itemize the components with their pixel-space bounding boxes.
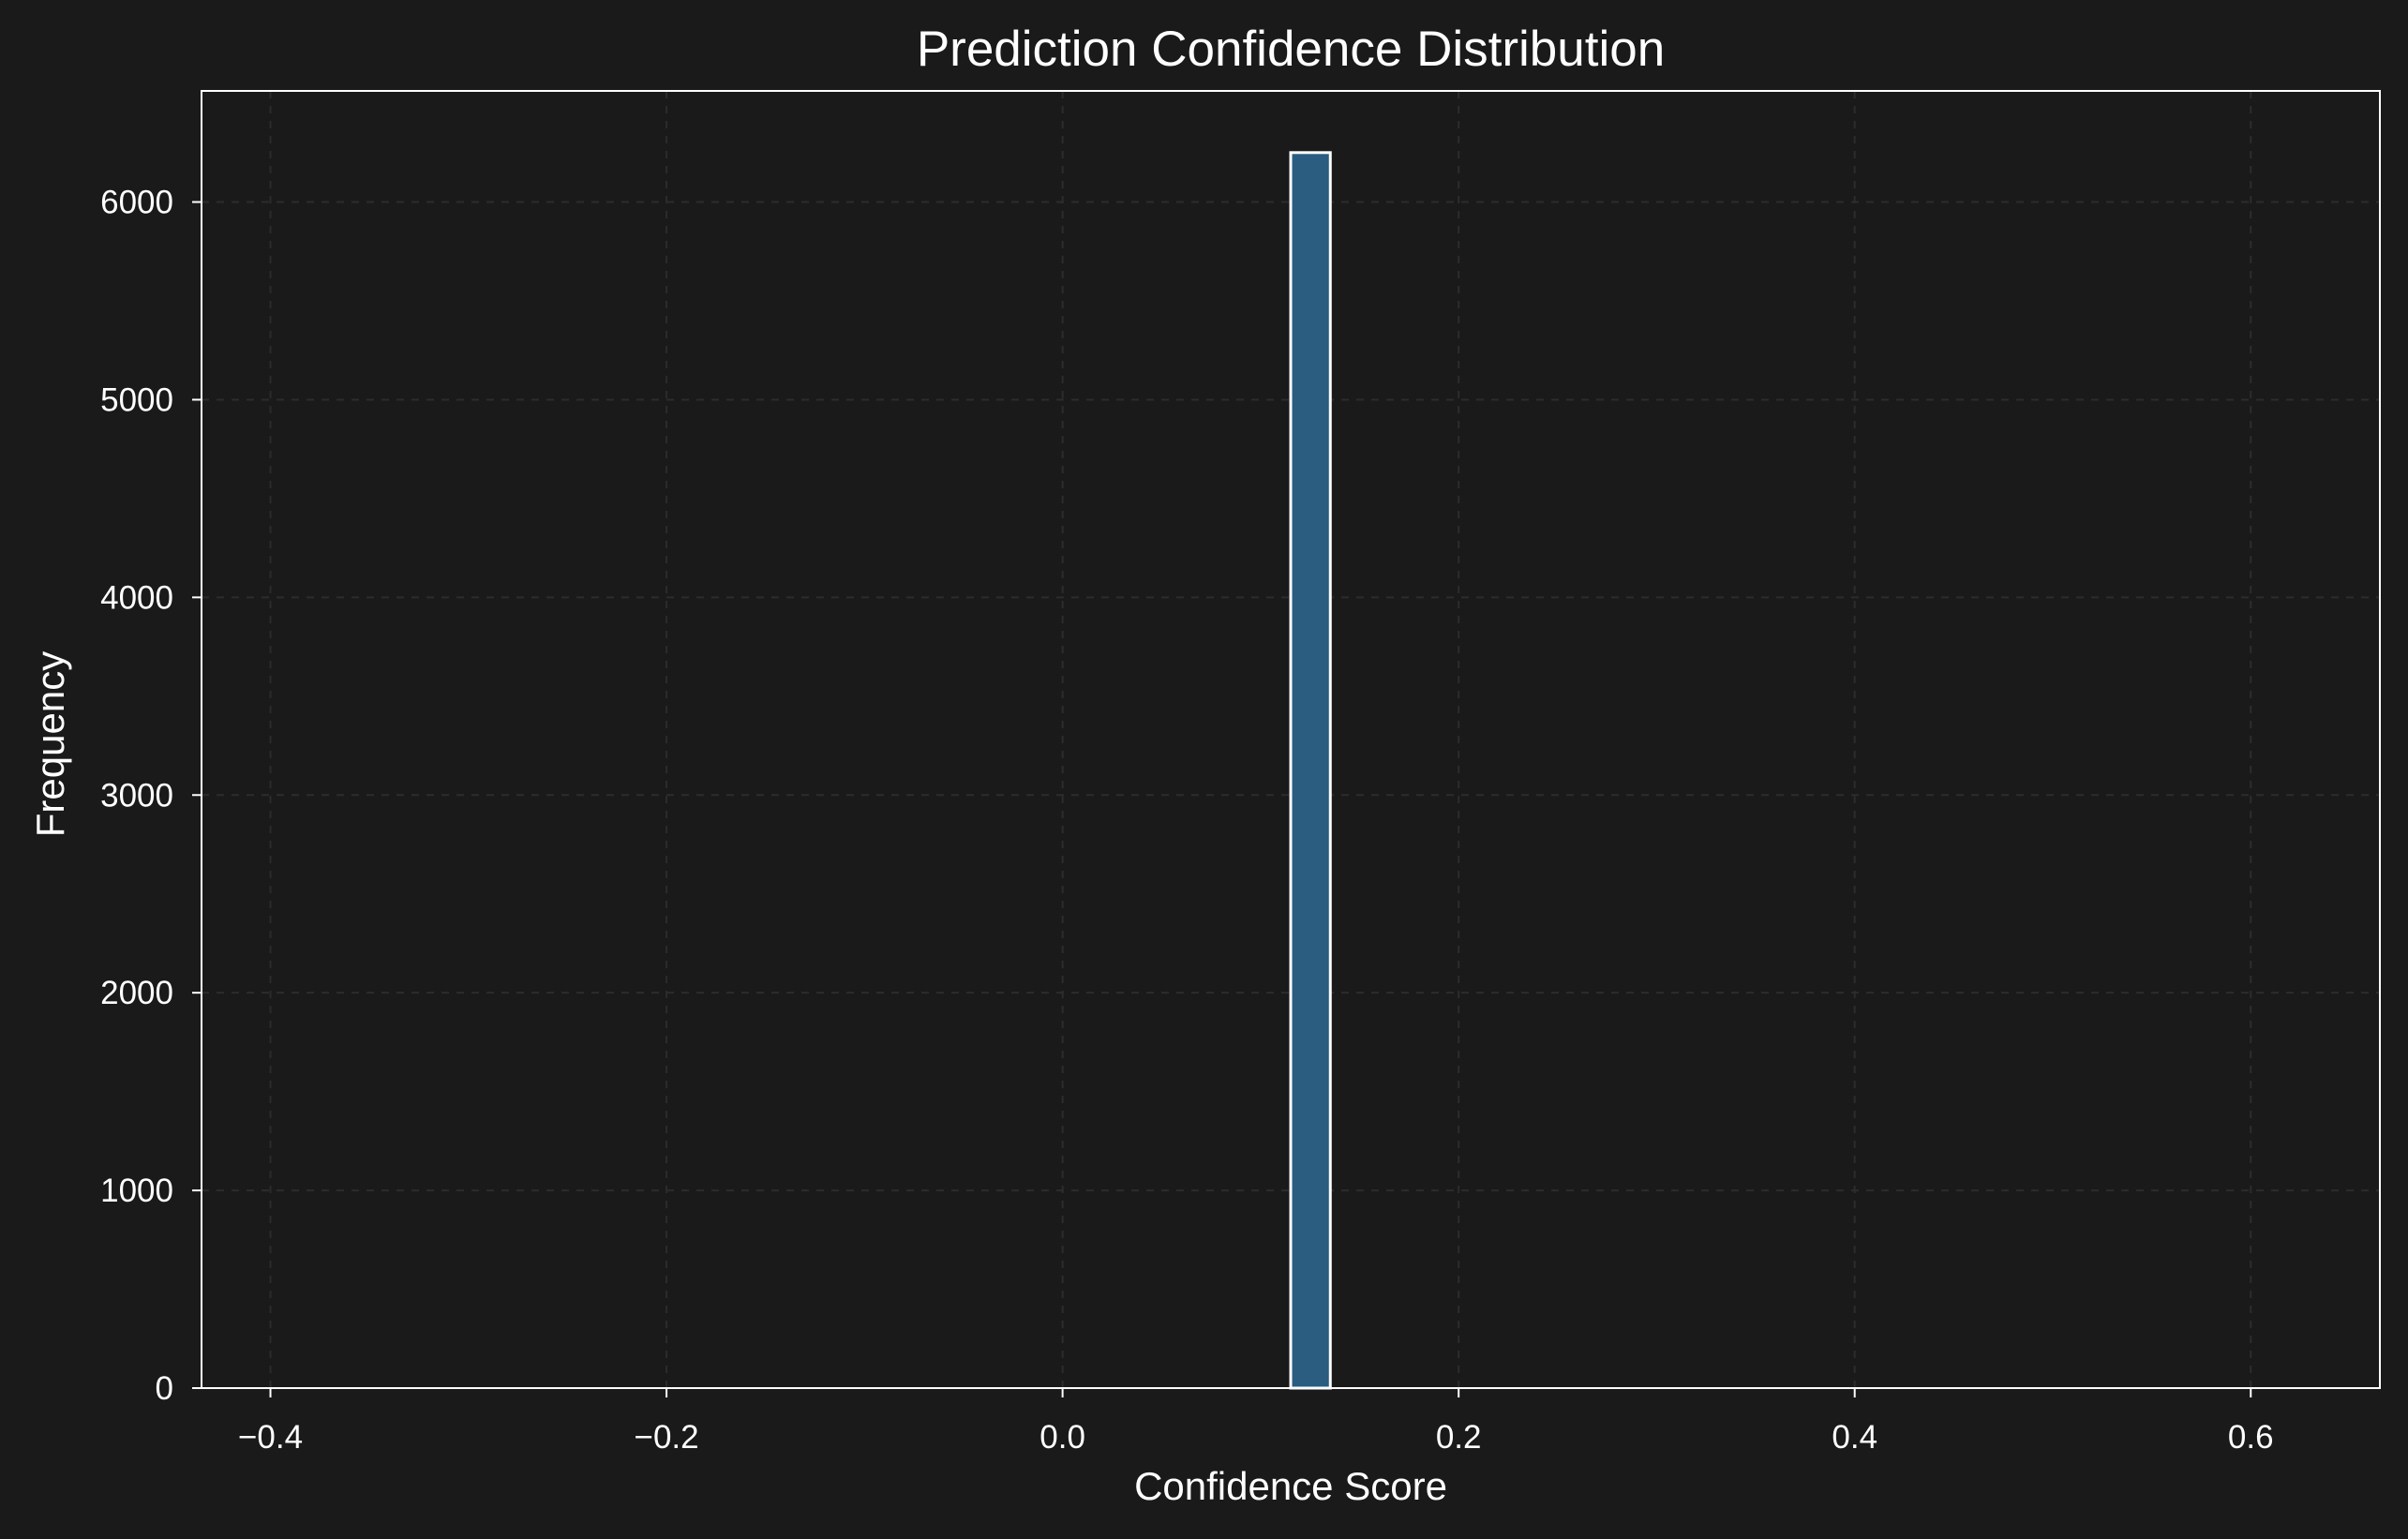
y-tick-label: 6000 xyxy=(100,185,173,221)
y-tick-label: 1000 xyxy=(100,1173,173,1209)
histogram-bar xyxy=(1289,151,1332,1390)
y-axis-ticks: 0 1000 2000 3000 4000 5000 6000 xyxy=(100,185,202,1407)
x-tick-label: −0.2 xyxy=(635,1419,699,1456)
x-tick-label: −0.4 xyxy=(238,1419,303,1456)
bars xyxy=(1289,151,1332,1390)
plot-frame xyxy=(201,90,2381,1389)
y-tick-label: 5000 xyxy=(100,381,173,418)
x-tick-label: 0.4 xyxy=(1832,1419,1877,1456)
y-tick-label: 4000 xyxy=(100,579,173,616)
y-tick-label: 3000 xyxy=(100,777,173,814)
x-tick-label: 0.6 xyxy=(2228,1419,2274,1456)
y-tick-label: 0 xyxy=(156,1370,173,1407)
x-axis-ticks: −0.4 −0.2 0.0 0.2 0.4 0.6 xyxy=(238,1388,2274,1456)
y-axis-label: Frequency xyxy=(28,651,72,837)
x-tick-label: 0.2 xyxy=(1436,1419,1482,1456)
y-tick-label: 2000 xyxy=(100,975,173,1011)
x-tick-label: 0.0 xyxy=(1039,1419,1085,1456)
x-axis-label: Confidence Score xyxy=(1134,1464,1447,1508)
chart-title: Prediction Confidence Distribution xyxy=(917,22,1665,77)
